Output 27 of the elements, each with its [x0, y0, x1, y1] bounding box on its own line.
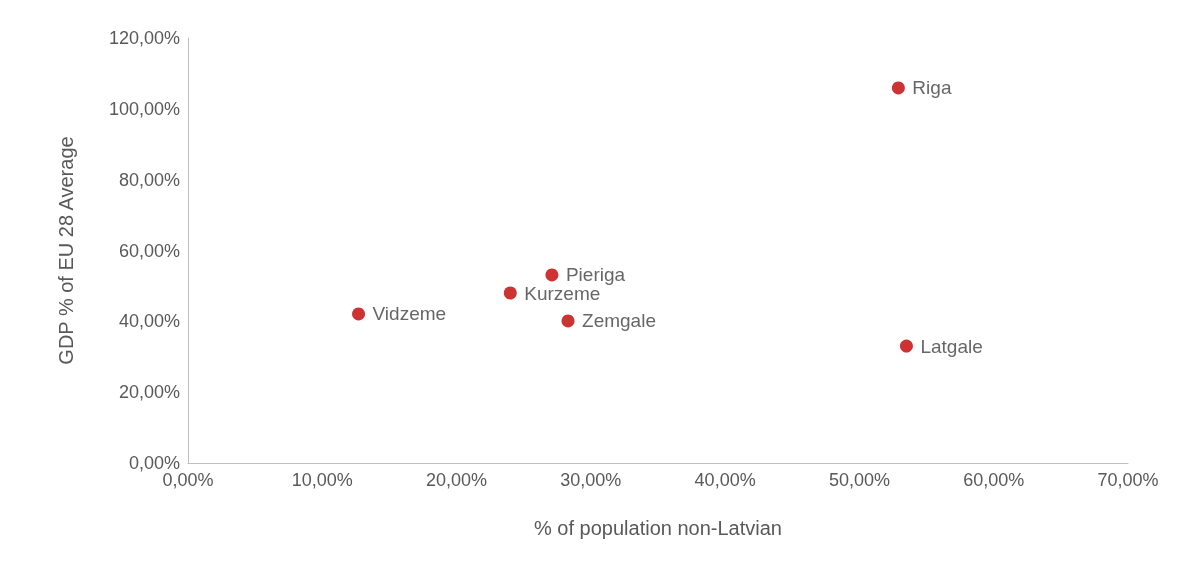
point	[545, 268, 559, 282]
point	[891, 81, 905, 95]
x-tick-label: 10,00%	[291, 470, 353, 490]
annotation: Riga	[912, 77, 952, 99]
point	[352, 307, 366, 321]
point	[899, 339, 913, 353]
y-tick-label: 80,00%	[118, 169, 180, 190]
y-tick-label: 60,00%	[118, 240, 180, 261]
y-tick-label: 40,00%	[118, 311, 180, 332]
y-tick-label: 20,00%	[118, 382, 180, 403]
x-tick-label: 0,00%	[162, 470, 214, 490]
point	[561, 314, 575, 328]
annotation: Vidzeme	[372, 303, 447, 325]
y-tick-label: 0,00%	[128, 453, 180, 473]
x-tick-label: 30,00%	[560, 470, 622, 490]
x-tick-label: 70,00%	[1097, 470, 1159, 490]
annotation: Latgale	[920, 335, 983, 357]
x-tick-label: 60,00%	[963, 470, 1025, 490]
y-axis-title: GDP % of EU 28 Average	[55, 136, 77, 365]
point	[503, 286, 517, 300]
x-tick-label: 50,00%	[828, 470, 890, 490]
x-tick-label: 40,00%	[694, 470, 756, 490]
annotation: Zemgale	[582, 310, 656, 332]
y-tick-label: 100,00%	[108, 98, 180, 119]
x-axis-title: % of population non-Latvian	[534, 517, 782, 539]
x-tick-label: 20,00%	[426, 470, 488, 490]
y-tick-label: 120,00%	[108, 28, 180, 48]
